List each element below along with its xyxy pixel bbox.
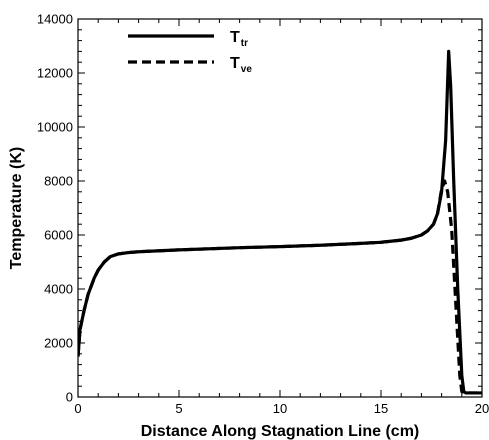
- y-tick-label: 14000: [37, 12, 73, 27]
- series-line-ve: [78, 179, 482, 395]
- x-tick-label: 15: [374, 401, 388, 416]
- x-tick-label: 0: [74, 401, 81, 416]
- y-tick-label: 10000: [37, 120, 73, 135]
- x-tick-label: 5: [175, 401, 182, 416]
- legend-label-main: T: [230, 55, 240, 72]
- series-line-tr: [78, 49, 482, 395]
- axes-layer: 0 5 10 15 20 0 2000 4000 6000 8000 10000 12000 14000: [37, 12, 489, 417]
- legend-label-main: T: [230, 29, 240, 46]
- y-tick-label: 2000: [44, 336, 73, 351]
- y-tick-label: 8000: [44, 174, 73, 189]
- plot-frame: [77, 18, 483, 398]
- legend-label-subscript: tr: [241, 38, 248, 49]
- x-axis-title: Distance Along Stagnation Line (cm): [141, 423, 420, 440]
- y-tick-label: 4000: [44, 282, 73, 297]
- plot-layer: [78, 49, 482, 395]
- y-axis-title: Temperature (K): [8, 147, 25, 269]
- y-tick-label: 6000: [44, 228, 73, 243]
- y-tick-label: 0: [66, 390, 73, 405]
- legend-label-subscript: ve: [241, 64, 253, 75]
- legend-label-tr: Ttr: [230, 29, 248, 49]
- y-tick-label: 12000: [37, 66, 73, 81]
- legend-label-ve: Tve: [230, 55, 252, 75]
- x-tick-label: 10: [273, 401, 287, 416]
- x-tick-label: 20: [475, 401, 489, 416]
